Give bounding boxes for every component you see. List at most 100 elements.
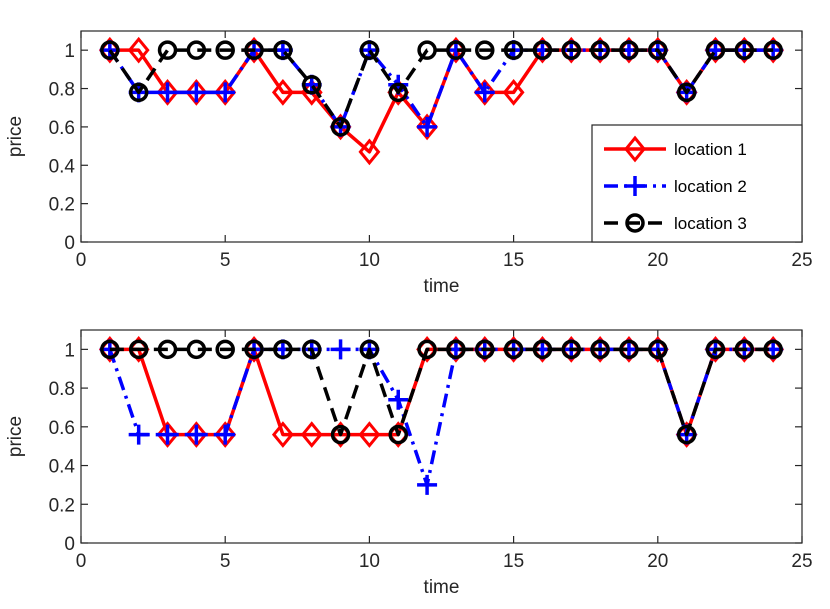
x-axis-label: time <box>424 577 460 598</box>
data-point <box>705 339 726 360</box>
y-axis-label: price <box>5 116 26 157</box>
data-point <box>215 40 235 60</box>
data-point <box>473 79 496 106</box>
x-tick-label: 5 <box>220 250 231 271</box>
legend-label: location 3 <box>674 214 747 233</box>
data-point <box>446 40 466 60</box>
data-point <box>128 339 149 360</box>
data-point <box>532 339 553 360</box>
data-point <box>128 424 149 445</box>
legend: location 1 location 2 location 3 <box>591 124 803 243</box>
data-point <box>676 424 697 445</box>
series-3 <box>100 339 783 445</box>
data-point <box>763 339 783 360</box>
data-point <box>388 424 408 445</box>
data-point <box>561 40 582 60</box>
data-point <box>503 40 524 60</box>
data-point <box>215 424 236 445</box>
data-point <box>532 40 553 60</box>
y-tick-label: 1 <box>64 340 75 361</box>
data-point <box>417 40 437 60</box>
data-point <box>157 82 178 103</box>
y-tick-label: 0.6 <box>49 118 75 139</box>
legend-marker <box>624 135 646 163</box>
data-point <box>416 113 439 141</box>
x-axis: 0 5 10 15 20 25 <box>76 31 813 271</box>
y-axis-label: price <box>5 416 26 457</box>
data-point <box>128 82 149 103</box>
y-tick-label: 0.4 <box>49 156 76 177</box>
x-tick-label: 25 <box>791 551 812 572</box>
x-tick-label: 10 <box>359 551 380 572</box>
x-tick-label: 20 <box>647 250 668 271</box>
x-tick-label: 10 <box>359 250 380 271</box>
data-point <box>301 339 322 360</box>
y-tick-label: 1 <box>64 41 75 62</box>
data-point <box>215 339 235 360</box>
data-point <box>271 421 294 448</box>
data-point <box>763 40 783 60</box>
x-tick-label: 0 <box>76 250 87 271</box>
data-point <box>388 82 408 103</box>
data-point <box>446 339 466 360</box>
data-point <box>330 117 351 137</box>
series-line <box>108 48 774 129</box>
data-point <box>157 40 178 60</box>
data-point <box>474 82 495 103</box>
data-point <box>561 339 582 360</box>
y-tick-label: 0.8 <box>49 379 75 400</box>
data-point <box>185 79 208 106</box>
data-point <box>590 40 610 60</box>
data-point <box>156 421 179 448</box>
data-point <box>157 339 178 360</box>
y-tick-label: 0.6 <box>49 418 75 439</box>
y-tick-label: 0.2 <box>49 195 75 216</box>
data-point <box>186 339 207 360</box>
x-tick-label: 25 <box>791 250 812 271</box>
axes-box <box>80 329 803 544</box>
data-point <box>734 40 755 60</box>
data-point <box>502 79 525 106</box>
series-3 <box>100 40 783 137</box>
data-point <box>676 82 697 103</box>
data-point <box>273 40 293 60</box>
y-axis: 0 0.2 0.4 0.6 0.8 1 <box>49 41 802 254</box>
y-tick-label: 0 <box>64 233 75 254</box>
data-point <box>100 339 120 360</box>
top-subplot: 0 5 10 15 20 25 0 0.2 0.4 0.6 0.8 1 time price locatio… <box>5 30 813 297</box>
data-point <box>417 339 437 360</box>
data-point <box>475 339 495 360</box>
bottom-subplot: 0 5 10 15 20 25 0 0.2 0.4 0.6 0.8 1 time price <box>5 329 813 598</box>
y-tick-label: 0.8 <box>49 80 75 101</box>
data-point <box>330 424 351 445</box>
data-point <box>186 424 207 445</box>
data-point <box>156 79 179 106</box>
data-point <box>648 40 668 60</box>
data-point <box>619 40 639 60</box>
x-axis: 0 5 10 15 20 25 <box>76 330 813 572</box>
data-point <box>417 474 438 495</box>
data-point <box>301 74 322 95</box>
y-axis: 0 0.2 0.4 0.6 0.8 1 <box>49 340 802 555</box>
data-point <box>388 389 409 410</box>
data-point <box>359 40 380 60</box>
data-point <box>244 339 264 360</box>
series-line <box>109 347 774 437</box>
data-point <box>358 138 381 166</box>
data-point <box>127 36 150 64</box>
data-point <box>734 339 755 360</box>
x-tick-label: 15 <box>503 551 524 572</box>
data-point <box>244 40 264 60</box>
data-point <box>273 339 293 360</box>
data-point <box>300 421 323 448</box>
data-point <box>475 40 495 60</box>
data-point <box>330 339 351 360</box>
y-tick-label: 0.4 <box>49 457 76 478</box>
x-tick-label: 0 <box>76 551 87 572</box>
legend-marker <box>625 176 645 196</box>
data-point <box>186 82 207 103</box>
y-tick-label: 0.2 <box>49 495 75 516</box>
data-point <box>271 79 294 106</box>
data-point <box>186 40 207 60</box>
